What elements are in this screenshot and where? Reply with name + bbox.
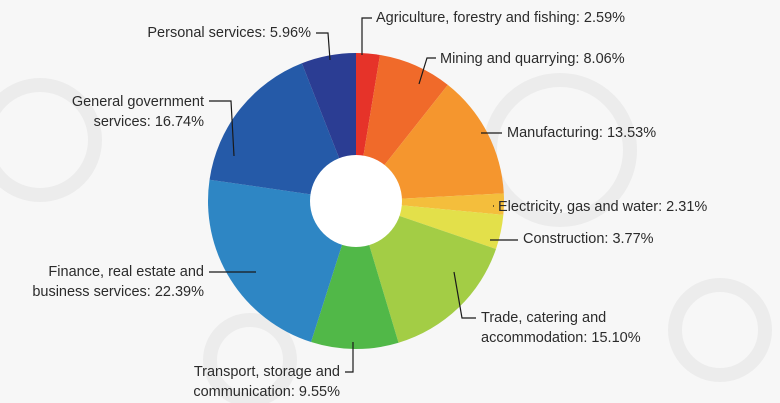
label-mining-and-quarrying: Mining and quarrying: 8.06%: [440, 51, 625, 67]
label-line: General government: [72, 94, 204, 110]
leader-line-agriculture-forestry-and-fishing: [361, 17, 372, 55]
label-line: services: 16.74%: [94, 114, 205, 130]
leader-line-transport-storage-and-communication: [345, 342, 354, 373]
leader-line-personal-services: [316, 32, 331, 61]
label-transport-storage-and-communication: Transport, storage and communication: 9.5…: [193, 364, 340, 400]
slice-trade-catering-and-accommodation: [356, 201, 496, 343]
label-line: communication: 9.55%: [193, 384, 340, 400]
label-line: Personal services: 5.96%: [147, 25, 311, 41]
label-line: Finance, real estate and: [48, 264, 204, 280]
label-trade-catering-and-accommodation: Trade, catering and accommodation: 15.10%: [481, 310, 641, 346]
label-line: Transport, storage and: [194, 364, 340, 380]
label-manufacturing: Manufacturing: 13.53%: [507, 125, 656, 141]
slice-electricity-gas-and-water: [356, 193, 504, 215]
label-construction: Construction: 3.77%: [523, 231, 654, 247]
label-line: Mining and quarrying: 8.06%: [440, 51, 625, 67]
label-line: Construction: 3.77%: [523, 231, 654, 247]
slice-labels: Agriculture, forestry and fishing: 2.59%…: [32, 10, 707, 400]
label-agriculture-forestry-and-fishing: Agriculture, forestry and fishing: 2.59%: [376, 10, 625, 26]
label-finance-real-estate-and-business-services: Finance, real estate and business service…: [32, 264, 204, 300]
label-personal-services: Personal services: 5.96%: [147, 25, 311, 41]
label-line: Agriculture, forestry and fishing: 2.59%: [376, 10, 625, 26]
label-leader-lines: [209, 17, 518, 373]
donut-slices: [207, 53, 504, 349]
donut-hole: [310, 155, 402, 247]
label-line: Trade, catering and: [481, 310, 606, 326]
label-line: accommodation: 15.10%: [481, 330, 641, 346]
slice-transport-storage-and-communication: [311, 201, 399, 349]
label-general-government-services: General government services: 16.74%: [72, 94, 204, 130]
label-line: business services: 22.39%: [32, 284, 204, 300]
leader-line-trade-catering-and-accommodation: [453, 271, 476, 319]
leader-line-mining-and-quarrying: [418, 57, 436, 85]
label-electricity-gas-and-water: Electricity, gas and water: 2.31%: [498, 199, 707, 215]
slice-manufacturing: [356, 84, 504, 201]
label-line: Manufacturing: 13.53%: [507, 125, 656, 141]
slice-general-government-services: [209, 63, 356, 202]
leader-line-general-government-services: [209, 100, 235, 157]
label-line: Electricity, gas and water: 2.31%: [498, 199, 707, 215]
